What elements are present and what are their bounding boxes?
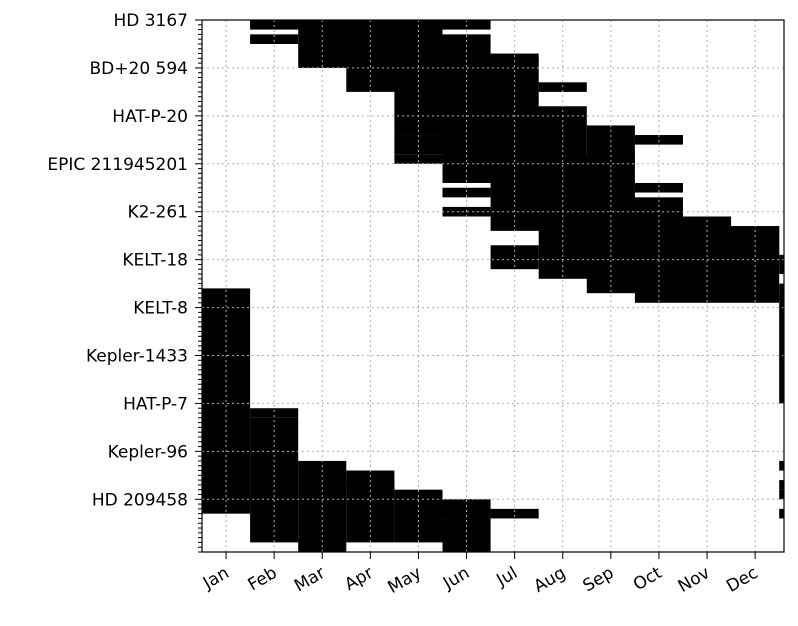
visibility-cell-32 [779,489,784,500]
x-tick-label-Sep: Sep [580,563,618,596]
x-tick-label-Nov: Nov [675,563,714,597]
visibility-cell-10 [634,135,683,145]
y-tick-label-1: BD+20 594 [90,59,188,79]
x-tick-label-Mar: Mar [291,563,329,596]
visibility-cell-31 [779,480,784,490]
visibility-cell-13 [634,182,683,193]
visibility-cell-24 [250,408,299,418]
visibility-cell-9 [394,135,443,155]
y-tick-label-0: HD 3167 [113,11,188,31]
visibility-cell-30 [346,480,395,490]
filled-cells-layer [202,20,784,552]
x-tick-label-Oct: Oct [630,563,666,595]
visibility-cell-2 [250,34,299,44]
x-tick-label-Apr: Apr [341,563,376,595]
plot-frame-layer [201,19,785,553]
x-tick-label-Feb: Feb [245,563,281,595]
visibility-cell-6 [538,82,587,92]
y-tick-label-4: K2-261 [127,203,188,223]
y-tick-label-6: KELT-8 [133,299,188,319]
visibility-cell-22 [779,283,784,404]
gridlines-layer [202,19,784,552]
x-tick-label-Jul: Jul [493,563,522,591]
visibility-cell-20 [490,245,539,270]
x-tick-label-Aug: Aug [530,563,569,597]
x-tick-label-Dec: Dec [723,563,761,597]
y-tick-label-10: HD 209458 [92,490,188,510]
visibility-cell-12 [394,154,443,164]
x-tick-label-Jan: Jan [199,563,233,594]
y-tick-label-3: EPIC 211945201 [47,155,188,175]
visibility-cell-35 [779,508,784,519]
visibility-cell-21 [779,254,784,275]
visibility-cell-34 [442,499,491,519]
x-tick-label-May: May [385,563,425,598]
y-tick-label-9: Kepler-96 [108,442,188,462]
y-ticks-layer: HD 3167 BD+20 594 HAT-P-20 EPIC 211945201 K2… [47,11,202,553]
y-tick-label-7: Kepler-1433 [86,346,188,366]
x-ticks-layer: Jan Feb Mar Apr May Jun Jul Aug Sep Oct Nov Dec [199,552,762,598]
visibility-cell-14 [442,187,491,198]
x-tick-label-Jun: Jun [439,563,473,594]
y-tick-label-5: KELT-18 [122,251,188,271]
plot-frame [201,19,785,553]
visibility-cell-36 [490,508,539,519]
y-tick-label-2: HAT-P-20 [112,107,188,127]
y-tick-label-8: HAT-P-7 [123,394,188,414]
visibility-cell-27 [779,460,784,471]
